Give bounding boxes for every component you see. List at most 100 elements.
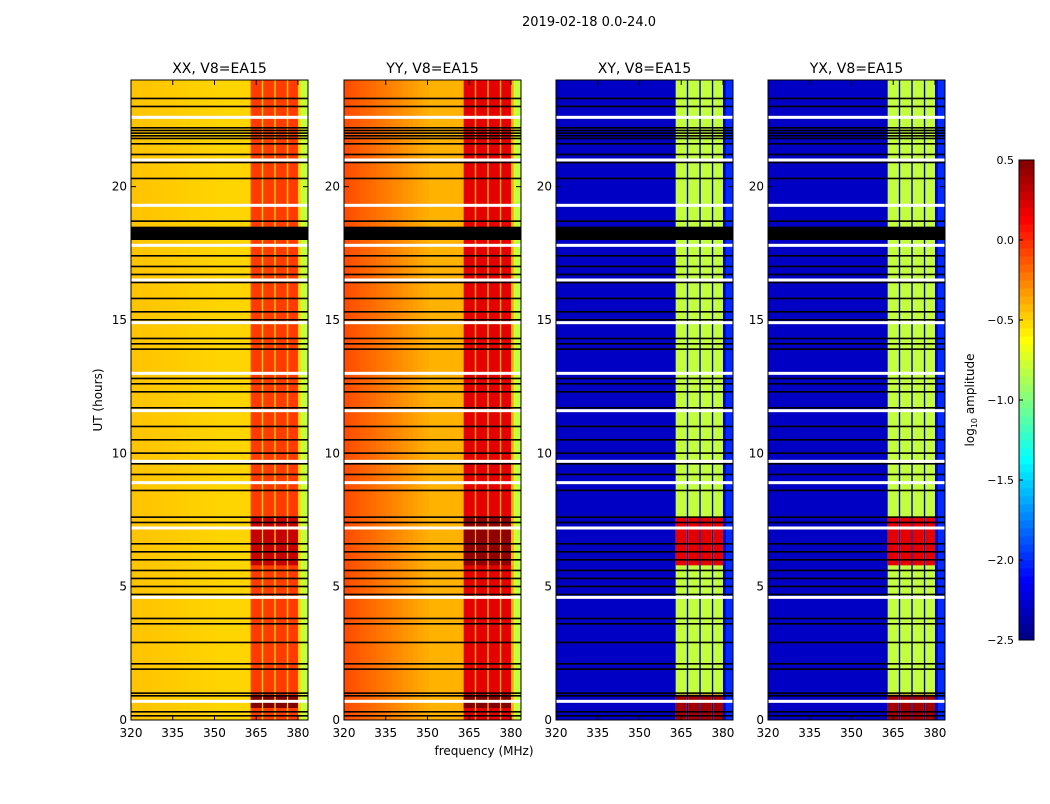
flag-line	[131, 311, 308, 313]
heatmap-band	[275, 80, 287, 720]
colorbar-segment	[1019, 208, 1034, 217]
x-tick-label: 335	[161, 726, 184, 740]
flag-line	[556, 297, 733, 300]
heatmap-burst	[925, 517, 935, 566]
heatmap-cell	[932, 80, 939, 720]
gap-line	[556, 699, 733, 703]
gap-line	[768, 115, 945, 119]
flag-line	[768, 132, 945, 134]
flag-line	[768, 97, 945, 100]
heatmap-cell	[407, 80, 414, 720]
flag-line	[556, 337, 733, 340]
heatmap-burst	[700, 517, 712, 566]
heatmap-cell	[566, 80, 573, 720]
heatmap-cell	[199, 80, 206, 720]
heatmap-cell	[386, 80, 393, 720]
heatmap-cell	[561, 80, 568, 720]
heatmap-cell	[587, 80, 594, 720]
flag-line	[344, 161, 521, 164]
flag-line	[131, 452, 308, 454]
y-tick-label: 20	[325, 180, 340, 194]
heatmap-burst	[688, 694, 700, 720]
flag-line	[131, 551, 308, 553]
flag-line	[344, 220, 521, 222]
x-tick-label: 365	[882, 726, 905, 740]
heatmap-cell	[300, 80, 308, 720]
x-axis-label: frequency (MHz)	[434, 744, 533, 758]
panel-title: XX, V8=EA15	[172, 61, 267, 77]
heatmap-cell	[428, 80, 435, 720]
flag-line	[556, 569, 733, 572]
gap-line	[556, 278, 733, 282]
colorbar-segment	[1019, 552, 1034, 561]
colorbar-segment	[1019, 200, 1034, 209]
heatmap-cell	[365, 80, 372, 720]
flag-line	[344, 343, 521, 345]
flag-line	[556, 641, 733, 644]
flag-line	[131, 337, 308, 340]
flag-line	[131, 135, 308, 137]
heatmap-cell	[434, 80, 441, 720]
heatmap-cell	[826, 80, 833, 720]
flag-line	[768, 663, 945, 665]
colorbar-segment	[1019, 312, 1034, 321]
gap-line	[556, 321, 733, 325]
flag-line	[131, 391, 308, 393]
flag-line	[768, 311, 945, 313]
flag-line	[768, 161, 945, 164]
flag-line	[556, 273, 733, 276]
flag-line	[131, 473, 308, 476]
x-tick-label: 350	[416, 726, 439, 740]
flag-line	[768, 407, 945, 409]
flag-line	[344, 641, 521, 644]
panel-title: YY, V8=EA15	[385, 61, 478, 77]
flag-line	[556, 623, 733, 625]
flag-line	[556, 383, 733, 385]
heatmap-burst	[288, 517, 298, 566]
gap-line	[344, 459, 521, 463]
y-tick-label: 0	[332, 713, 340, 727]
heatmap-burst	[488, 517, 500, 566]
x-tick-label: 350	[840, 726, 863, 740]
x-tick-label: 380	[287, 726, 310, 740]
heatmap-cell	[344, 80, 350, 720]
colorbar-segment	[1019, 504, 1034, 513]
y-tick-label: 0	[544, 713, 552, 727]
colorbar-segment	[1019, 328, 1034, 337]
flag-line	[131, 281, 308, 284]
heatmap-cell	[593, 80, 600, 720]
gap-line	[768, 321, 945, 325]
gap-line	[131, 158, 308, 162]
flag-line	[556, 452, 733, 454]
flag-line	[131, 319, 308, 321]
flag-line	[131, 177, 308, 180]
flag-line	[344, 105, 521, 108]
heatmap-cell	[667, 80, 674, 720]
gap-line	[556, 115, 733, 119]
flag-line	[344, 439, 521, 441]
colorbar-tick-label: −2.5	[987, 634, 1014, 647]
gap-line	[131, 243, 308, 247]
flag-line	[131, 577, 308, 580]
flag-line	[556, 439, 733, 441]
flag-line	[344, 473, 521, 476]
heatmap-band	[463, 80, 475, 720]
flag-line	[344, 668, 521, 670]
flag-line	[131, 463, 308, 465]
colorbar-tick-label: −2.0	[987, 554, 1014, 567]
flag-line	[556, 391, 733, 393]
flag-line	[768, 695, 945, 697]
heatmap-cell	[375, 80, 382, 720]
heatmap-cell	[450, 80, 457, 720]
heatmap-burst	[900, 517, 912, 566]
heatmap-burst	[688, 517, 700, 566]
heatmap-band	[488, 80, 500, 720]
heatmap-cell	[624, 80, 631, 720]
heatmap-cell	[821, 80, 827, 720]
colorbar-segment	[1019, 592, 1034, 601]
flag-line	[131, 516, 308, 518]
heatmap-cell	[789, 80, 796, 720]
gap-line	[556, 459, 733, 463]
flag-line	[344, 319, 521, 321]
flag-line	[344, 132, 521, 134]
